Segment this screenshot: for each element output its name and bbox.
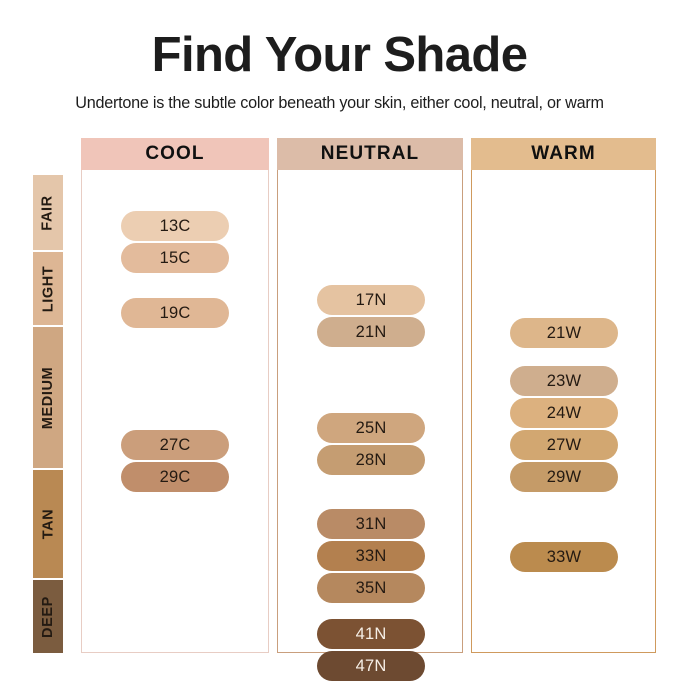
depth-segment-tan: TAN — [33, 470, 63, 578]
shade-code: 41N — [355, 624, 387, 643]
shade-code: 17N — [355, 290, 387, 309]
shade-code: 25N — [355, 418, 387, 437]
shade-code: 33N — [355, 546, 387, 565]
shade-pill[interactable]: 28N — [317, 445, 425, 475]
column-header-cool: COOL — [81, 138, 269, 170]
shade-pill[interactable]: 27W — [510, 430, 618, 460]
depth-segment-light: LIGHT — [33, 252, 63, 325]
shade-pill[interactable]: 21W — [510, 318, 618, 348]
shade-pill[interactable]: 35N — [317, 573, 425, 603]
column-warm: WARM 21W 23W 24W 27W 29W 33W — [471, 138, 656, 653]
column-header-warm: WARM — [471, 138, 656, 170]
column-header-neutral: NEUTRAL — [277, 138, 463, 170]
depth-segment-label: DEEP — [40, 595, 57, 638]
shade-code: 29C — [159, 467, 191, 486]
shade-code: 15C — [159, 248, 191, 267]
shade-pill[interactable]: 17N — [317, 285, 425, 315]
shade-code: 28N — [355, 450, 387, 469]
shade-code: 21N — [355, 322, 387, 341]
shade-pill[interactable]: 15C — [121, 243, 229, 273]
shade-code: 29W — [546, 467, 582, 486]
shade-code: 47N — [355, 656, 387, 675]
shade-pill[interactable]: 24W — [510, 398, 618, 428]
depth-segment-label: LIGHT — [40, 265, 56, 312]
depth-segment-label: FAIR — [40, 194, 56, 231]
shade-pill[interactable]: 29W — [510, 462, 618, 492]
shade-pill[interactable]: 25N — [317, 413, 425, 443]
shade-code: 31N — [355, 514, 387, 533]
shade-pill[interactable]: 21N — [317, 317, 425, 347]
shade-code: 19C — [159, 303, 191, 322]
depth-segment-label: MEDIUM — [40, 366, 56, 429]
column-body-cool: 13C 15C 19C 27C 29C — [81, 170, 269, 653]
shade-code: 33W — [546, 547, 582, 566]
shade-pill[interactable]: 29C — [121, 462, 229, 492]
depth-segment-deep: DEEP — [33, 580, 63, 653]
depth-segment-label: TAN — [40, 508, 56, 540]
shade-pill[interactable]: 31N — [317, 509, 425, 539]
shade-pill[interactable]: 33W — [510, 542, 618, 572]
page-title: Find Your Shade — [151, 28, 528, 82]
column-neutral: NEUTRAL 17N 21N 25N 28N 31N 33N 35N 41N 47N — [277, 138, 463, 681]
page-subtitle: Undertone is the subtle color beneath yo… — [75, 94, 604, 112]
shade-code: 13C — [159, 216, 191, 235]
shade-code: 35N — [355, 578, 387, 597]
shade-pill[interactable]: 27C — [121, 430, 229, 460]
shade-pill[interactable]: 23W — [510, 366, 618, 396]
shade-code: 23W — [546, 371, 582, 390]
shade-code: 27C — [159, 435, 191, 454]
shade-pill[interactable]: 47N — [317, 651, 425, 681]
depth-segment-fair: FAIR — [33, 175, 63, 250]
depth-segment-medium: MEDIUM — [33, 327, 63, 468]
column-cool: COOL 13C 15C 19C 27C 29C — [81, 138, 269, 653]
shade-pill[interactable]: 13C — [121, 211, 229, 241]
shade-code: 24W — [546, 403, 582, 422]
shade-code: 27W — [546, 435, 582, 454]
column-body-neutral: 17N 21N 25N 28N 31N 33N 35N 41N 47N — [277, 170, 463, 681]
shade-pill[interactable]: 33N — [317, 541, 425, 571]
depth-rail: FAIR LIGHT MEDIUM TAN DEEP — [33, 174, 63, 653]
shade-pill[interactable]: 41N — [317, 619, 425, 649]
column-body-warm: 21W 23W 24W 27W 29W 33W — [471, 170, 656, 653]
shade-pill[interactable]: 19C — [121, 298, 229, 328]
shade-code: 21W — [546, 323, 582, 342]
